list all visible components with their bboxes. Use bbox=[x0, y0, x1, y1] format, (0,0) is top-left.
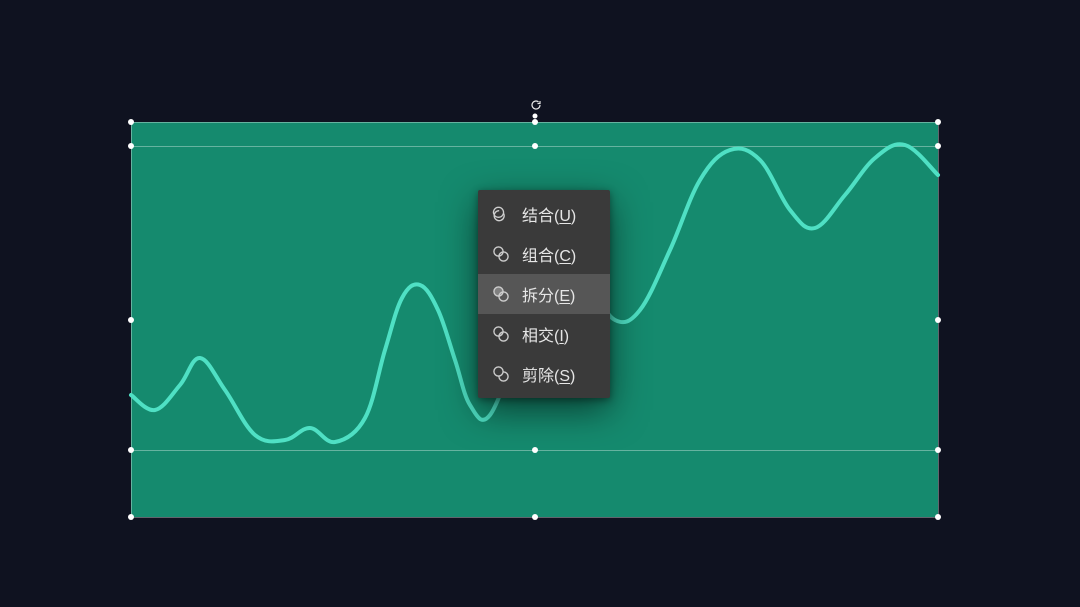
menu-item-label: 拆分(E) bbox=[522, 282, 575, 306]
selection-handle[interactable] bbox=[935, 119, 941, 125]
selection-handle[interactable] bbox=[128, 119, 134, 125]
rotate-pivot-handle[interactable] bbox=[532, 114, 537, 119]
selection-handle[interactable] bbox=[128, 143, 134, 149]
split-icon bbox=[490, 283, 512, 305]
intersect-icon bbox=[490, 323, 512, 345]
selection-handle[interactable] bbox=[532, 119, 538, 125]
menu-item-label: 组合(C) bbox=[522, 242, 576, 266]
selection-handle[interactable] bbox=[128, 317, 134, 323]
menu-item-label: 剪除(S) bbox=[522, 362, 575, 386]
selection-handle[interactable] bbox=[935, 317, 941, 323]
menu-item-union[interactable]: 结合(U) bbox=[478, 194, 610, 234]
menu-item-intersect[interactable]: 相交(I) bbox=[478, 314, 610, 354]
menu-item-label: 结合(U) bbox=[522, 202, 576, 226]
selection-handle[interactable] bbox=[532, 514, 538, 520]
subtract-icon bbox=[490, 363, 512, 385]
selection-handle[interactable] bbox=[532, 447, 538, 453]
design-canvas[interactable]: 结合(U) 组合(C) 拆分(E) 相交(I) 剪除(S) bbox=[0, 0, 1080, 607]
selection-handle[interactable] bbox=[532, 143, 538, 149]
menu-item-combine[interactable]: 组合(C) bbox=[478, 234, 610, 274]
selection-handle[interactable] bbox=[128, 514, 134, 520]
selection-handle[interactable] bbox=[935, 143, 941, 149]
menu-item-split[interactable]: 拆分(E) bbox=[478, 274, 610, 314]
selection-handle[interactable] bbox=[128, 447, 134, 453]
selection-handle[interactable] bbox=[935, 447, 941, 453]
combine-icon bbox=[490, 243, 512, 265]
selection-handle[interactable] bbox=[935, 514, 941, 520]
shape-ops-context-menu: 结合(U) 组合(C) 拆分(E) 相交(I) 剪除(S) bbox=[478, 190, 610, 398]
union-icon bbox=[490, 203, 512, 225]
rotate-handle[interactable] bbox=[530, 99, 540, 109]
menu-item-subtract[interactable]: 剪除(S) bbox=[478, 354, 610, 394]
menu-item-label: 相交(I) bbox=[522, 322, 569, 346]
